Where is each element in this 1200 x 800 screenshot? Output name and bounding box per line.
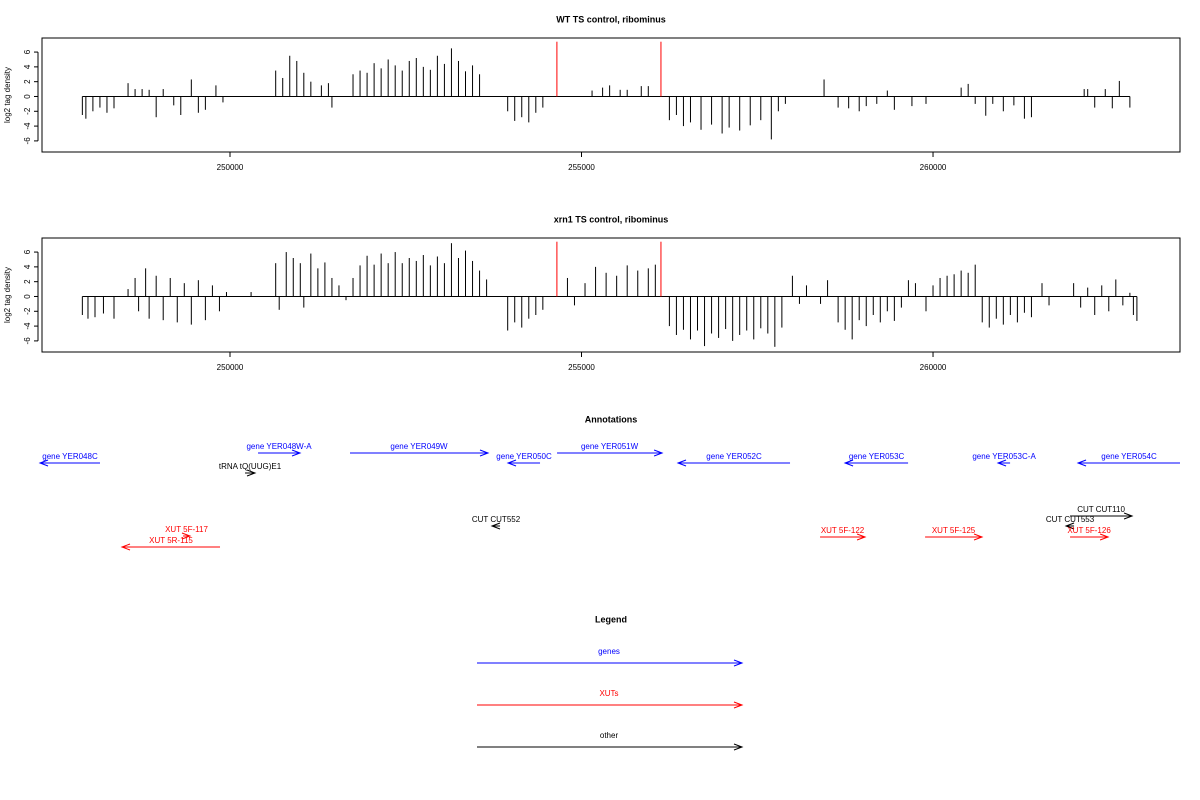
legend-label: genes xyxy=(598,647,620,656)
feature-label: gene YER053C-A xyxy=(972,452,1036,461)
arrow-head xyxy=(843,459,854,467)
arrow-head xyxy=(1123,512,1134,520)
feature-arrow xyxy=(38,459,101,467)
feature-arrow xyxy=(996,459,1011,467)
y-tick-label: 2 xyxy=(23,279,32,284)
arrow-head xyxy=(973,533,984,541)
y-tick-label: -6 xyxy=(23,337,32,345)
y-tick-label: 0 xyxy=(23,294,32,299)
x-tick-label: 255000 xyxy=(568,363,595,372)
plot-frame xyxy=(41,237,1181,353)
arrow-head xyxy=(1064,522,1075,530)
y-tick-label: -2 xyxy=(23,107,32,115)
legend-title: Legend xyxy=(595,614,627,624)
chart-title: WT TS control, ribominus xyxy=(556,14,666,24)
y-tick-label: 2 xyxy=(23,79,32,84)
feature-arrow xyxy=(843,459,909,467)
feature-arrow xyxy=(490,522,501,530)
arrow-head xyxy=(1099,533,1110,541)
legend-arrow xyxy=(477,701,744,709)
arrow-head xyxy=(120,543,131,551)
y-axis-label: log2 tag density xyxy=(3,67,12,123)
feature-label: XUT 5R-115 xyxy=(149,536,193,545)
y-tick-label: -4 xyxy=(23,322,32,330)
x-tick-label: 260000 xyxy=(920,163,947,172)
arrow-head xyxy=(479,449,490,457)
feature-label: CUT CUT110 xyxy=(1077,505,1125,514)
annotations-title: Annotations xyxy=(585,414,638,424)
feature-label: gene YER051W xyxy=(581,442,639,451)
y-tick-label: 0 xyxy=(23,94,32,99)
feature-label: gene YER052C xyxy=(706,452,762,461)
feature-arrow xyxy=(820,533,867,541)
y-tick-label: 6 xyxy=(23,249,32,254)
y-tick-label: -6 xyxy=(23,137,32,145)
y-tick-label: -2 xyxy=(23,307,32,315)
feature-label: gene YER048W-A xyxy=(246,442,312,451)
feature-label: gene YER049W xyxy=(390,442,448,451)
legend-arrow xyxy=(477,659,744,667)
feature-label: XUT 5F-122 xyxy=(821,526,865,535)
feature-arrow xyxy=(676,459,791,467)
arrow-head xyxy=(676,459,687,467)
x-tick-label: 250000 xyxy=(217,163,244,172)
x-tick-label: 250000 xyxy=(217,363,244,372)
arrow-head xyxy=(856,533,867,541)
feature-arrow xyxy=(1076,459,1180,467)
feature-arrow xyxy=(1064,522,1075,530)
chart-title: xrn1 TS control, ribominus xyxy=(554,214,669,224)
arrow-head xyxy=(733,743,744,751)
feature-label: XUT 5F-125 xyxy=(932,526,976,535)
feature-label: tRNA tQ(UUG)E1 xyxy=(219,462,282,471)
feature-label: gene YER054C xyxy=(1101,452,1157,461)
arrow-head xyxy=(1076,459,1087,467)
y-tick-label: -4 xyxy=(23,122,32,130)
feature-label: CUT CUT553 xyxy=(1046,515,1095,524)
arrow-head xyxy=(246,469,257,477)
feature-label: gene YER048C xyxy=(42,452,98,461)
y-tick-label: 6 xyxy=(23,49,32,54)
x-tick-label: 255000 xyxy=(568,163,595,172)
feature-arrow xyxy=(245,469,257,477)
arrow-head xyxy=(38,459,49,467)
feature-arrow xyxy=(1070,512,1134,520)
y-tick-label: 4 xyxy=(23,64,32,69)
arrow-head xyxy=(733,701,744,709)
feature-label: CUT CUT552 xyxy=(472,515,521,524)
legend-label: XUTs xyxy=(599,689,618,698)
feature-arrow xyxy=(506,459,541,467)
arrow-head xyxy=(506,459,517,467)
feature-arrow xyxy=(557,449,664,457)
annotation-track: gene YER048C gene YER048W-A tRNA tQ(UUG)E1… xyxy=(38,442,1180,551)
y-axis-label: log2 tag density xyxy=(3,267,12,323)
arrow-head xyxy=(653,449,664,457)
feature-arrow xyxy=(1070,533,1110,541)
feature-arrow xyxy=(258,449,302,457)
arrow-head xyxy=(291,449,302,457)
feature-arrow xyxy=(181,532,192,540)
legend-arrow xyxy=(477,743,744,751)
x-tick-label: 260000 xyxy=(920,363,947,372)
arrow-head xyxy=(181,532,192,540)
legend-label: other xyxy=(600,731,619,740)
feature-arrow xyxy=(349,449,490,457)
feature-arrow xyxy=(120,543,221,551)
feature-arrow xyxy=(925,533,984,541)
y-tick-label: 4 xyxy=(23,264,32,269)
arrow-head xyxy=(733,659,744,667)
feature-label: XUT 5F-117 xyxy=(165,525,208,534)
arrow-head xyxy=(996,459,1007,467)
feature-label: gene YER050C xyxy=(496,452,552,461)
feature-label: XUT 5F-126 xyxy=(1067,526,1111,535)
feature-label: gene YER053C xyxy=(849,452,905,461)
plot-frame xyxy=(41,37,1181,153)
arrow-head xyxy=(490,522,501,530)
